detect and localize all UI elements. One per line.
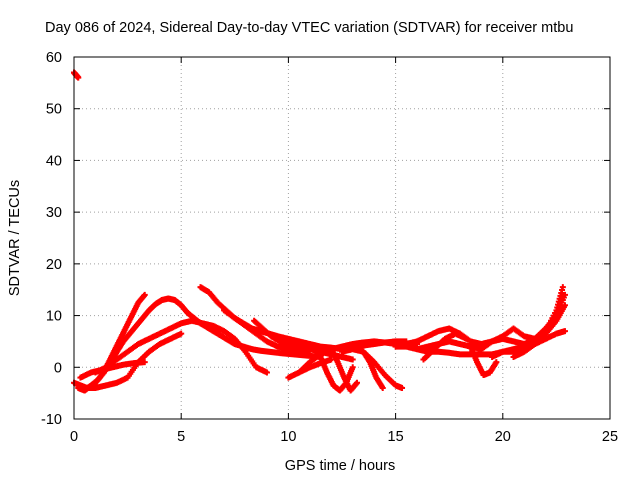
data-point-markers [360, 348, 386, 391]
y-tick-label: 0 [54, 360, 62, 376]
data-point-markers [414, 291, 568, 353]
series-track-6 [92, 317, 270, 376]
data-point-markers [510, 302, 568, 360]
x-tick-label: 20 [495, 429, 511, 445]
x-tick-label: 15 [388, 429, 404, 445]
grid-lines [74, 57, 610, 419]
series-track-20 [467, 343, 500, 379]
x-tick-label: 5 [177, 429, 185, 445]
y-tick-label: 20 [46, 257, 62, 273]
x-tick-labels: 0 5 10 15 20 25 [70, 429, 618, 445]
y-tick-labels: -10 0 10 20 30 40 50 60 [41, 50, 62, 428]
data-point-markers [251, 317, 356, 363]
x-tick-label: 0 [70, 429, 78, 445]
series-track-22 [510, 302, 568, 360]
series-track-5 [81, 330, 185, 391]
series-track-3 [75, 295, 324, 394]
data-point-markers [81, 330, 185, 391]
series-track-18 [414, 291, 568, 353]
x-tick-label: 10 [280, 429, 296, 445]
data-point-markers [221, 307, 313, 358]
data-points [71, 69, 568, 394]
y-tick-label: 50 [46, 102, 62, 118]
data-point-markers [328, 346, 361, 394]
axis-ticks [73, 56, 611, 420]
y-tick-label: 60 [46, 50, 62, 66]
y-tick-label: 30 [46, 205, 62, 221]
data-point-markers [467, 343, 500, 379]
data-point-markers [75, 295, 324, 394]
data-point-markers [92, 317, 270, 376]
series-track-13 [328, 346, 361, 394]
data-point-markers [420, 330, 470, 363]
series-track-8 [221, 307, 313, 358]
series-track-9 [251, 317, 356, 363]
series-track-19 [420, 330, 470, 363]
plot-frame [73, 56, 611, 420]
y-tick-label: 10 [46, 309, 62, 325]
x-tick-label: 25 [602, 429, 618, 445]
y-tick-label: -10 [41, 412, 62, 428]
y-tick-label: 40 [46, 153, 62, 169]
x-axis-label: GPS time / hours [285, 458, 395, 474]
chart-title: Day 086 of 2024, Sidereal Day-to-day VTE… [45, 20, 573, 36]
y-axis-label: SDTVAR / TECUs [7, 180, 23, 296]
series-track-15 [360, 348, 386, 391]
